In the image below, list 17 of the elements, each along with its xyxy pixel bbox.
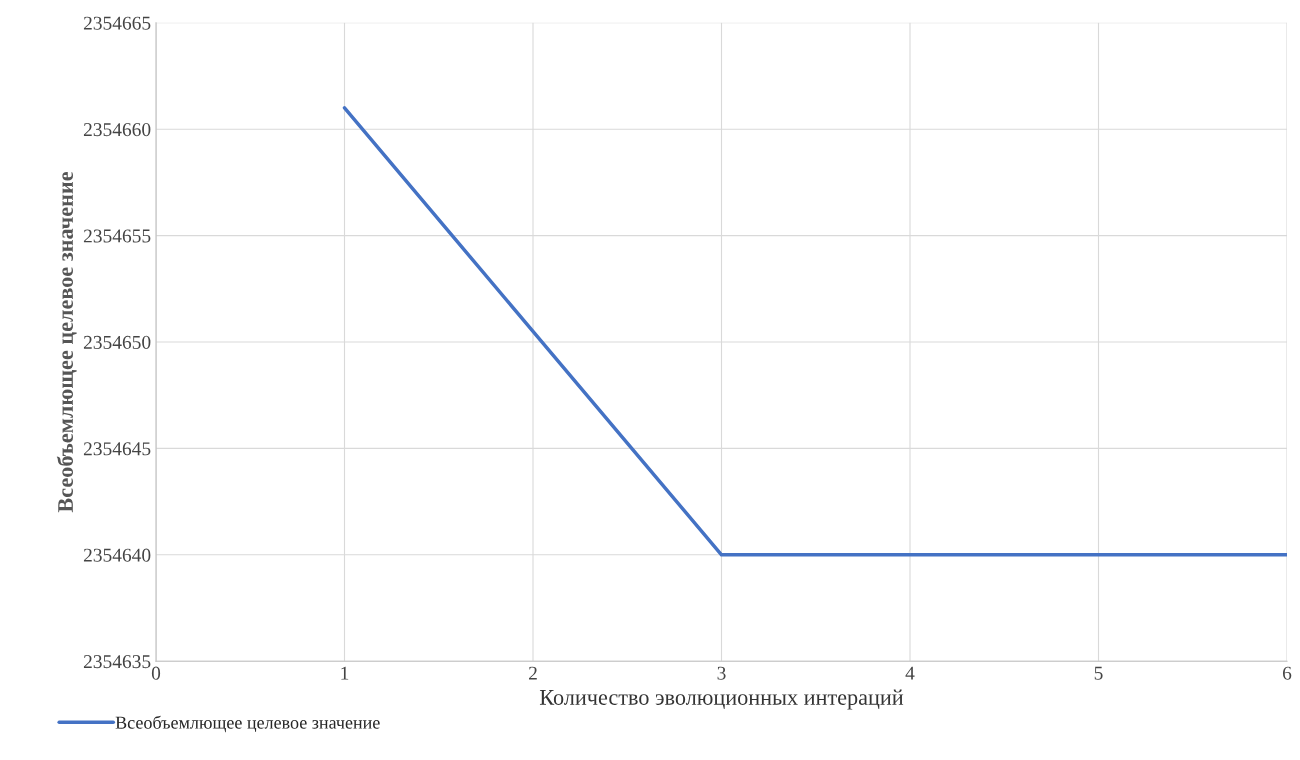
x-axis-title: Количество эволюционных интераций (539, 689, 904, 710)
y-tick-label: 2354665 (83, 16, 151, 30)
x-tick-label: 4 (905, 666, 915, 680)
x-tick-label: 3 (717, 666, 726, 680)
y-axis-title: Всеобъемлющее целевое значение (56, 172, 77, 513)
x-tick-label: 2 (528, 666, 537, 680)
x-tick-label: 5 (1094, 666, 1103, 680)
x-tick-label: 0 (151, 666, 161, 680)
legend-label: Всеобъемлющее целевое значение (115, 715, 380, 733)
x-tick-label: 1 (341, 666, 349, 680)
y-tick-label: 2354655 (83, 229, 151, 243)
x-tick-label: 6 (1282, 666, 1292, 680)
y-tick-label: 2354660 (83, 123, 151, 137)
y-tick-label: 2354650 (83, 335, 151, 349)
y-tick-label: 2354640 (83, 548, 151, 562)
y-tick-label: 2354635 (83, 655, 151, 669)
y-tick-label: 2354645 (83, 442, 151, 456)
